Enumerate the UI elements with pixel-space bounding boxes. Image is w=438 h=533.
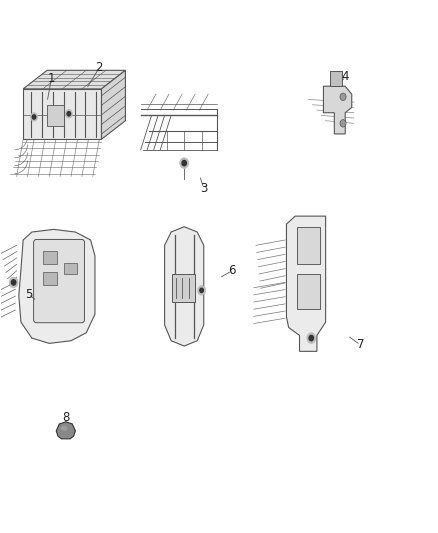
FancyBboxPatch shape xyxy=(34,239,85,322)
Circle shape xyxy=(65,110,72,118)
Polygon shape xyxy=(323,86,352,134)
Bar xyxy=(43,251,57,264)
Text: 8: 8 xyxy=(62,411,70,424)
Polygon shape xyxy=(286,216,325,351)
Circle shape xyxy=(340,119,346,127)
Text: 4: 4 xyxy=(342,70,349,83)
Text: 2: 2 xyxy=(95,61,103,74)
Text: 5: 5 xyxy=(25,288,32,301)
Text: 1: 1 xyxy=(48,72,55,85)
Circle shape xyxy=(180,158,188,168)
Circle shape xyxy=(11,280,16,285)
Polygon shape xyxy=(23,70,125,89)
Text: 7: 7 xyxy=(357,338,364,351)
Text: 3: 3 xyxy=(200,182,208,195)
Circle shape xyxy=(340,93,346,101)
Circle shape xyxy=(307,333,316,343)
Polygon shape xyxy=(165,227,204,346)
Polygon shape xyxy=(56,422,75,439)
Polygon shape xyxy=(19,229,95,343)
Circle shape xyxy=(31,113,38,121)
Circle shape xyxy=(32,115,36,119)
Circle shape xyxy=(198,286,205,295)
Polygon shape xyxy=(23,89,102,139)
Circle shape xyxy=(67,112,71,116)
Circle shape xyxy=(309,335,314,341)
Circle shape xyxy=(9,277,18,288)
Circle shape xyxy=(182,160,186,166)
FancyBboxPatch shape xyxy=(173,274,195,302)
Bar xyxy=(297,227,320,264)
Bar xyxy=(297,274,320,309)
Bar xyxy=(43,272,57,285)
Ellipse shape xyxy=(60,425,67,431)
Circle shape xyxy=(200,288,203,293)
Text: 6: 6 xyxy=(228,264,236,277)
FancyBboxPatch shape xyxy=(47,105,64,126)
FancyBboxPatch shape xyxy=(330,71,342,86)
Bar xyxy=(64,263,77,274)
Polygon shape xyxy=(102,70,125,139)
